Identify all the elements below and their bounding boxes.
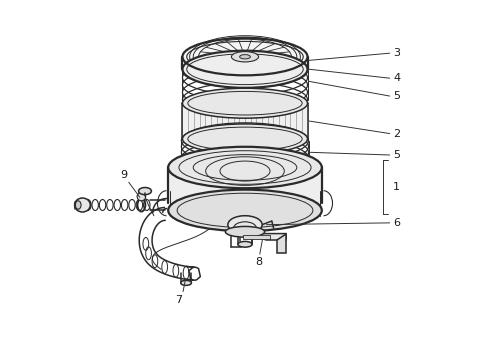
Bar xyxy=(168,167,322,210)
Ellipse shape xyxy=(225,226,265,237)
Polygon shape xyxy=(277,234,286,253)
Text: 5: 5 xyxy=(393,150,400,160)
Text: 5: 5 xyxy=(393,91,400,101)
Ellipse shape xyxy=(137,192,146,201)
Ellipse shape xyxy=(182,38,308,75)
Ellipse shape xyxy=(182,88,308,118)
Bar xyxy=(243,235,270,239)
Text: 8: 8 xyxy=(256,257,263,267)
Ellipse shape xyxy=(228,216,262,234)
Ellipse shape xyxy=(238,242,252,247)
Ellipse shape xyxy=(182,124,308,154)
Ellipse shape xyxy=(139,188,151,195)
Text: 6: 6 xyxy=(393,218,400,228)
Ellipse shape xyxy=(231,51,259,62)
Bar xyxy=(182,103,308,139)
Ellipse shape xyxy=(240,55,250,59)
Text: 9: 9 xyxy=(120,170,127,180)
Ellipse shape xyxy=(181,280,192,285)
Text: 1: 1 xyxy=(393,182,400,192)
Text: 4: 4 xyxy=(393,73,400,83)
Ellipse shape xyxy=(74,198,90,212)
Polygon shape xyxy=(231,233,286,240)
Ellipse shape xyxy=(182,51,308,88)
Ellipse shape xyxy=(168,190,322,231)
Ellipse shape xyxy=(168,147,322,188)
Text: 7: 7 xyxy=(175,295,182,305)
Text: 2: 2 xyxy=(393,129,400,139)
Text: 3: 3 xyxy=(393,48,400,58)
Ellipse shape xyxy=(75,201,81,209)
